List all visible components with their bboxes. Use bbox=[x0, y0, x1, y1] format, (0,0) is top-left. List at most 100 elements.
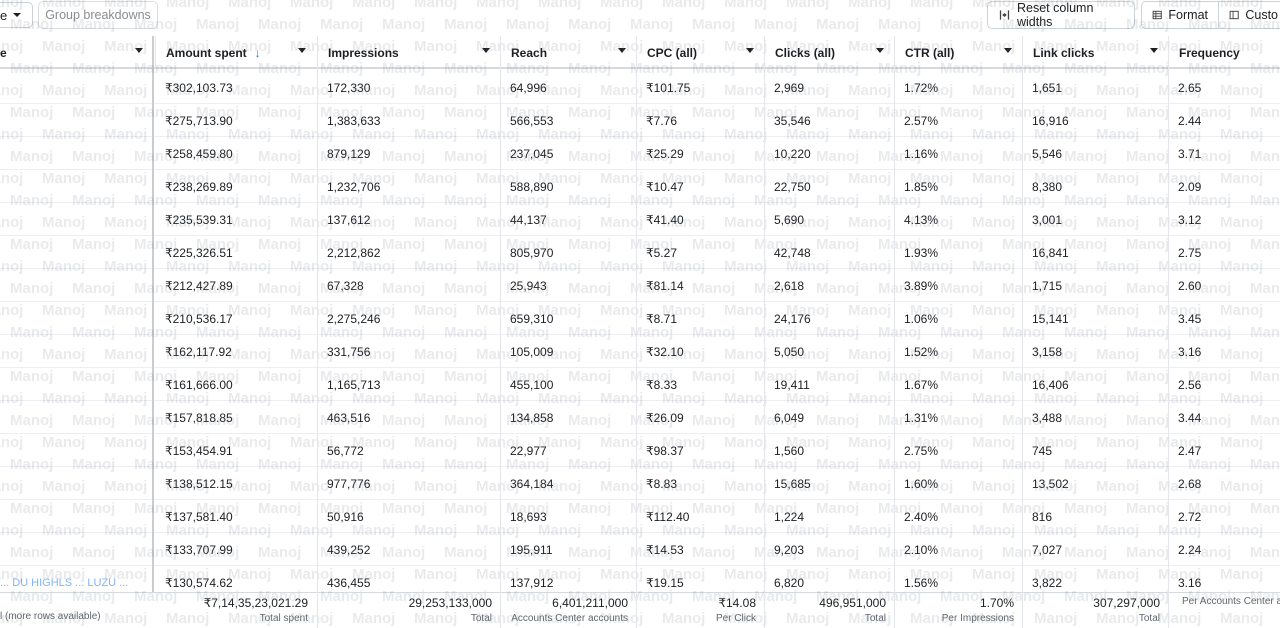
column-header-frequency[interactable]: Frequency bbox=[1168, 36, 1280, 69]
row-name-cell[interactable] bbox=[0, 401, 152, 434]
column-divider[interactable] bbox=[317, 36, 318, 628]
cell-freq: 3.16 bbox=[1178, 575, 1202, 590]
cell-spent: ₹153,454.91 bbox=[165, 443, 233, 458]
table-row[interactable]: ₹238,269.89 1,232,706 588,890 ₹10.47 22,750 1… bbox=[0, 170, 1280, 203]
cell-link: 1,715 bbox=[1032, 278, 1063, 293]
column-divider[interactable] bbox=[1168, 36, 1169, 628]
cell-spent: ₹138,512.15 bbox=[165, 476, 233, 491]
sort-descending-icon[interactable]: ↓ bbox=[254, 45, 261, 60]
row-name-cell[interactable] bbox=[0, 368, 152, 401]
column-menu-icon[interactable] bbox=[618, 48, 626, 53]
column-header-link-clicks[interactable]: Link clicks bbox=[1022, 36, 1168, 69]
table-row[interactable]: ₹235,539.31 137,612 44,137 ₹41.40 5,690 4.13%… bbox=[0, 203, 1280, 236]
cell-cpc: ₹98.37 bbox=[646, 443, 684, 458]
view-dropdown[interactable]: e bbox=[0, 2, 33, 28]
row-name-cell[interactable] bbox=[0, 467, 152, 500]
cell-reach: 25,943 bbox=[510, 278, 547, 293]
column-menu-icon[interactable] bbox=[1004, 48, 1012, 53]
cell-freq: 2.75 bbox=[1178, 245, 1202, 260]
cell-freq: 3.71 bbox=[1178, 146, 1202, 161]
column-header-name[interactable]: e bbox=[0, 36, 153, 69]
table-row[interactable]: ₹302,103.73 172,330 64,996 ₹101.75 2,969 1.72… bbox=[0, 71, 1280, 104]
column-divider[interactable] bbox=[764, 36, 765, 628]
column-divider[interactable] bbox=[500, 36, 501, 628]
table-row[interactable]: ₹133,707.99 439,252 195,911 ₹14.53 9,203 2.10… bbox=[0, 533, 1280, 566]
cell-reach: 588,890 bbox=[510, 179, 554, 194]
cell-freq: 3.12 bbox=[1178, 212, 1202, 227]
cell-impr: 439,252 bbox=[327, 542, 371, 557]
table-row[interactable]: ₹137,581.40 50,916 18,693 ₹112.40 1,224 2.40%… bbox=[0, 500, 1280, 533]
cell-cpc: ₹10.47 bbox=[646, 179, 684, 194]
cell-freq: 2.72 bbox=[1178, 509, 1202, 524]
reset-column-widths-button[interactable]: Reset column widths bbox=[987, 1, 1135, 29]
table-row[interactable]: ₹157,818.85 463,516 134,858 ₹26.09 6,049 1.31… bbox=[0, 401, 1280, 434]
table-row[interactable]: ₹161,666.00 1,165,713 455,100 ₹8.33 19,411 1.… bbox=[0, 368, 1280, 401]
row-name-cell[interactable] bbox=[0, 137, 152, 170]
cell-ctr: 1.72% bbox=[904, 80, 939, 95]
cell-spent: ₹161,666.00 bbox=[165, 377, 233, 392]
table-row[interactable]: ₹258,459.80 879,129 237,045 ₹25.29 10,220 1.1… bbox=[0, 137, 1280, 170]
column-menu-icon[interactable] bbox=[298, 48, 306, 53]
cell-cpc: ₹101.75 bbox=[646, 80, 691, 95]
column-menu-icon[interactable] bbox=[482, 48, 490, 53]
cell-spent: ₹275,713.90 bbox=[165, 113, 233, 128]
row-name-cell[interactable] bbox=[0, 533, 152, 566]
column-menu-icon[interactable] bbox=[746, 48, 754, 53]
column-menu-icon[interactable] bbox=[135, 48, 143, 53]
cell-spent: ₹210,536.17 bbox=[165, 311, 233, 326]
total-link-clicks: 307,297,000 Total bbox=[1022, 593, 1168, 628]
reset-column-widths-label: Reset column widths bbox=[1016, 1, 1094, 29]
cell-impr: 1,165,713 bbox=[327, 377, 381, 392]
cell-freq: 2.68 bbox=[1178, 476, 1202, 491]
cell-freq: 2.24 bbox=[1178, 542, 1202, 557]
format-button[interactable]: Format bbox=[1141, 1, 1219, 29]
row-name-cell[interactable] bbox=[0, 236, 152, 269]
column-header-reach[interactable]: Reach bbox=[500, 36, 636, 69]
column-header-impressions-label: Impressions bbox=[328, 45, 399, 60]
row-name-cell[interactable] bbox=[0, 335, 152, 368]
column-menu-icon[interactable] bbox=[1150, 48, 1158, 53]
cell-spent: ₹137,581.40 bbox=[165, 509, 233, 524]
row-name-cell[interactable] bbox=[0, 71, 152, 104]
column-divider[interactable] bbox=[636, 36, 637, 628]
table-row[interactable]: ₹212,427.89 67,328 25,943 ₹81.14 2,618 3.89% 1… bbox=[0, 269, 1280, 302]
column-header-name-label: e bbox=[0, 45, 7, 60]
cell-link: 16,916 bbox=[1032, 113, 1069, 128]
row-name-cell[interactable] bbox=[0, 269, 152, 302]
table-row[interactable]: ₹162,117.92 331,756 105,009 ₹32.10 5,050 1.52… bbox=[0, 335, 1280, 368]
table-row[interactable]: ₹275,713.90 1,383,633 566,553 ₹7.76 35,546 2.… bbox=[0, 104, 1280, 137]
cell-reach: 659,310 bbox=[510, 311, 554, 326]
column-divider[interactable] bbox=[894, 36, 895, 628]
column-menu-icon[interactable] bbox=[876, 48, 884, 53]
cell-ctr: 2.75% bbox=[904, 443, 939, 458]
total-reach-value: 6,401,211,000 bbox=[552, 596, 628, 610]
column-header-ctr[interactable]: CTR (all) bbox=[894, 36, 1022, 69]
row-name-cell[interactable] bbox=[0, 302, 152, 335]
group-breakdowns-button[interactable]: Group breakdowns bbox=[38, 1, 158, 29]
cell-freq: 2.44 bbox=[1178, 113, 1202, 128]
table-row[interactable]: ₹138,512.15 977,776 364,184 ₹8.83 15,685 1.60… bbox=[0, 467, 1280, 500]
column-header-clicks[interactable]: Clicks (all) bbox=[764, 36, 894, 69]
customize-columns-label: Custo bbox=[1245, 8, 1278, 22]
cell-clicks: 2,618 bbox=[774, 278, 805, 293]
row-name-cell[interactable] bbox=[0, 434, 152, 467]
row-name-fragment: ... DU HIGHLS ... LUZU ... bbox=[0, 577, 129, 589]
table-row[interactable]: ₹225,326.51 2,212,862 805,970 ₹5.27 42,748 1.… bbox=[0, 236, 1280, 269]
column-divider[interactable] bbox=[1022, 36, 1023, 628]
column-header-cpc[interactable]: CPC (all) bbox=[636, 36, 764, 69]
table-row[interactable]: ₹153,454.91 56,772 22,977 ₹98.37 1,560 2.75% 7… bbox=[0, 434, 1280, 467]
row-name-cell[interactable] bbox=[0, 104, 152, 137]
total-amount-spent: ₹7,14,35,23,021.29 Total spent bbox=[155, 593, 316, 628]
column-header-amount-spent[interactable]: Amount spent ↓ bbox=[155, 36, 316, 69]
customize-columns-button[interactable]: Custo bbox=[1219, 1, 1280, 29]
row-name-cell[interactable] bbox=[0, 170, 152, 203]
cell-ctr: 3.89% bbox=[904, 278, 939, 293]
cell-cpc: ₹8.33 bbox=[646, 377, 677, 392]
table-row[interactable]: ₹210,536.17 2,275,246 659,310 ₹8.71 24,176 1.… bbox=[0, 302, 1280, 335]
column-header-impressions[interactable]: Impressions bbox=[317, 36, 500, 69]
row-name-cell[interactable] bbox=[0, 203, 152, 236]
cell-spent: ₹225,326.51 bbox=[165, 245, 233, 260]
total-frequency-label: Per Accounts Center ac bbox=[1182, 596, 1280, 607]
cell-impr: 137,612 bbox=[327, 212, 371, 227]
row-name-cell[interactable] bbox=[0, 500, 152, 533]
